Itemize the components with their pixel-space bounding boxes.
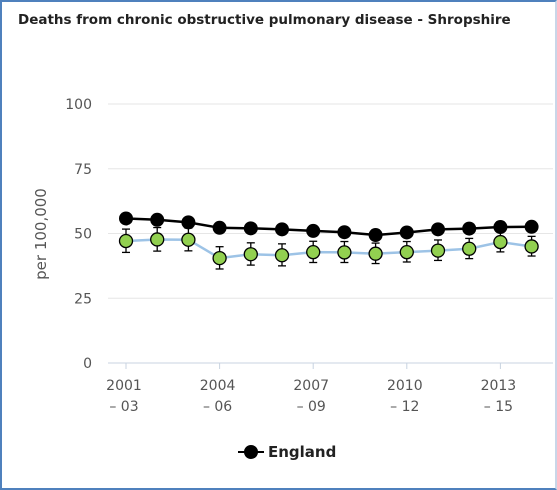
area-point [337, 245, 352, 260]
y-tick-label: 50 [74, 227, 92, 243]
x-tick-label-range: – 03 [109, 399, 138, 415]
x-tick-label-range: – 09 [297, 399, 326, 415]
area-point [399, 244, 414, 260]
y-axis-title: per 100,000 [32, 188, 50, 280]
england-point [493, 220, 508, 235]
area-point [212, 250, 227, 266]
area-point [462, 241, 477, 256]
england-point [150, 212, 165, 227]
y-tick-label: 25 [74, 291, 92, 307]
area-point [243, 247, 258, 262]
england-point [431, 222, 445, 237]
area-point [150, 232, 165, 247]
legend[interactable]: England [238, 443, 336, 461]
england-point [524, 219, 539, 234]
area-point [118, 233, 134, 249]
england-point [368, 228, 383, 243]
area-point [493, 234, 508, 250]
series [118, 211, 539, 270]
axes: 0 25 50 75 100 per 100,000 2001 – 03 2004 – 06 200… [32, 97, 516, 415]
england-point [212, 220, 227, 235]
x-tick-label: 2007 [293, 378, 329, 394]
area-point [274, 248, 290, 263]
area-point [430, 243, 446, 258]
x-tick-label: 2010 [387, 378, 423, 394]
x-tick-label-range: – 06 [203, 399, 232, 415]
england-point [462, 221, 477, 236]
legend-marker-england-icon [238, 445, 264, 459]
grid [108, 103, 553, 364]
area-point [524, 239, 539, 254]
area-point [181, 232, 196, 247]
england-point [306, 223, 321, 238]
x-tick-label: 2004 [200, 378, 236, 394]
x-tick-label: 2001 [106, 378, 142, 394]
x-tick-label: 2013 [481, 378, 517, 394]
area-point [368, 246, 383, 261]
y-tick-label: 75 [74, 162, 92, 178]
y-tick-label: 0 [83, 356, 92, 372]
y-tick-label: 100 [65, 97, 92, 113]
england-point [181, 215, 196, 230]
x-tick-label-range: – 12 [390, 399, 419, 415]
chart-title: Deaths from chronic obstructive pulmonar… [18, 12, 511, 28]
england-point [243, 221, 258, 236]
england-point [275, 222, 289, 237]
legend-label-england: England [268, 443, 337, 461]
england-point [399, 225, 414, 240]
x-tick-label-range: – 15 [484, 399, 513, 415]
area-point [306, 244, 321, 260]
england-point [119, 211, 133, 226]
england-point [337, 225, 352, 240]
